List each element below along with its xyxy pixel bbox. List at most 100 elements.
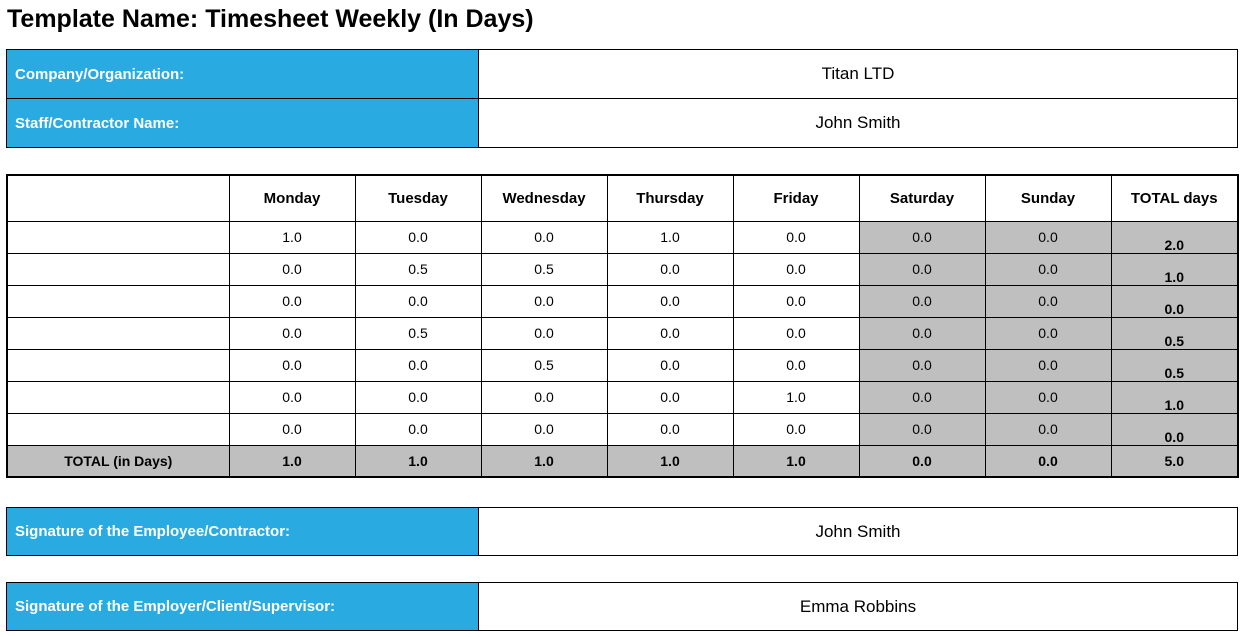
day-cell[interactable]: 0.0	[858, 348, 986, 382]
day-cell[interactable]: 0.0	[984, 348, 1112, 382]
day-cell[interactable]: 0.0	[228, 252, 356, 286]
day-cell[interactable]: 0.0	[732, 220, 860, 254]
day-cell[interactable]: 0.0	[984, 412, 1112, 446]
task-row: Task6 0.0 0.0 0.0 0.0 1.0 0.0 0.0 1.0	[6, 380, 1239, 414]
company-row: Company/Organization: Titan LTD	[6, 49, 1238, 99]
day-cell[interactable]: 0.0	[984, 380, 1112, 414]
company-info-table: Company/Organization: Titan LTD Staff/Co…	[6, 49, 1238, 148]
day-cell[interactable]: 0.0	[984, 252, 1112, 286]
day-cell[interactable]: 0.0	[354, 348, 482, 382]
task-label: Task7	[6, 412, 230, 446]
day-cell[interactable]: 0.0	[858, 316, 986, 350]
company-organization-value[interactable]: Titan LTD	[478, 49, 1238, 99]
task-label: Task2	[6, 252, 230, 286]
day-cell[interactable]: 1.0	[228, 220, 356, 254]
day-header-thursday: Thursday	[606, 174, 734, 222]
day-header-wednesday: Wednesday	[480, 174, 608, 222]
day-cell[interactable]: 0.5	[480, 252, 608, 286]
row-total-cell: 0.0	[1110, 412, 1239, 446]
day-cell[interactable]: 0.0	[606, 412, 734, 446]
employer-signature-table: Signature of the Employer/Client/Supervi…	[6, 582, 1238, 631]
day-cell[interactable]: 1.0	[606, 220, 734, 254]
grand-total-cell: 5.0	[1110, 444, 1239, 478]
day-cell[interactable]: 0.0	[732, 316, 860, 350]
day-cell[interactable]: 0.0	[228, 284, 356, 318]
total-day-cell: 1.0	[354, 444, 482, 478]
total-day-cell: 0.0	[984, 444, 1112, 478]
row-total-cell: 2.0	[1110, 220, 1239, 254]
header-row: Timesheet Task / Project Monday Tuesday …	[6, 174, 1239, 222]
day-cell[interactable]: 0.0	[354, 284, 482, 318]
task-label: Task3	[6, 284, 230, 318]
day-cell[interactable]: 0.5	[354, 252, 482, 286]
task-row: Task1 1.0 0.0 0.0 1.0 0.0 0.0 0.0 2.0	[6, 220, 1239, 254]
day-header-saturday: Saturday	[858, 174, 986, 222]
total-day-cell: 1.0	[228, 444, 356, 478]
company-organization-label: Company/Organization:	[6, 49, 479, 99]
task-row: Task2 0.0 0.5 0.5 0.0 0.0 0.0 0.0 1.0	[6, 252, 1239, 286]
task-label: Task5	[6, 348, 230, 382]
day-header-friday: Friday	[732, 174, 860, 222]
day-cell[interactable]: 0.0	[480, 284, 608, 318]
day-cell[interactable]: 0.0	[228, 412, 356, 446]
total-day-cell: 1.0	[732, 444, 860, 478]
timesheet-table: Timesheet Task / Project Monday Tuesday …	[6, 174, 1239, 478]
task-row: Task5 0.0 0.0 0.5 0.0 0.0 0.0 0.0 0.5	[6, 348, 1239, 382]
task-row: Task7 0.0 0.0 0.0 0.0 0.0 0.0 0.0 0.0	[6, 412, 1239, 446]
day-cell[interactable]: 0.0	[858, 412, 986, 446]
day-cell[interactable]: 0.0	[228, 348, 356, 382]
employee-signature-label: Signature of the Employee/Contractor:	[6, 507, 479, 556]
day-cell[interactable]: 0.0	[984, 284, 1112, 318]
day-cell[interactable]: 0.0	[606, 380, 734, 414]
day-cell[interactable]: 0.0	[732, 412, 860, 446]
day-cell[interactable]: 0.0	[606, 252, 734, 286]
day-cell[interactable]: 1.0	[732, 380, 860, 414]
day-cell[interactable]: 0.0	[858, 380, 986, 414]
row-total-cell: 1.0	[1110, 380, 1239, 414]
day-cell[interactable]: 0.0	[732, 284, 860, 318]
employee-signature-value[interactable]: John Smith	[478, 507, 1238, 556]
row-total-cell: 0.0	[1110, 284, 1239, 318]
total-day-cell: 1.0	[606, 444, 734, 478]
staff-row: Staff/Contractor Name: John Smith	[6, 98, 1238, 148]
day-cell[interactable]: 0.0	[606, 348, 734, 382]
day-cell[interactable]: 0.5	[480, 348, 608, 382]
day-cell[interactable]: 0.0	[606, 316, 734, 350]
day-cell[interactable]: 0.0	[480, 316, 608, 350]
day-cell[interactable]: 0.0	[858, 252, 986, 286]
day-cell[interactable]: 0.0	[858, 284, 986, 318]
day-cell[interactable]: 0.0	[228, 380, 356, 414]
day-cell[interactable]: 0.0	[354, 412, 482, 446]
day-cell[interactable]: 0.0	[732, 252, 860, 286]
day-cell[interactable]: 0.0	[858, 220, 986, 254]
day-header-tuesday: Tuesday	[354, 174, 482, 222]
staff-contractor-name-label: Staff/Contractor Name:	[6, 98, 479, 148]
employer-signature-value[interactable]: Emma Robbins	[478, 582, 1238, 631]
total-day-cell: 0.0	[858, 444, 986, 478]
day-cell[interactable]: 0.0	[354, 220, 482, 254]
task-label: Task1	[6, 220, 230, 254]
day-cell[interactable]: 0.0	[228, 316, 356, 350]
staff-contractor-name-value[interactable]: John Smith	[478, 98, 1238, 148]
task-row: Task4 0.0 0.5 0.0 0.0 0.0 0.0 0.0 0.5	[6, 316, 1239, 350]
day-cell[interactable]: 0.0	[480, 220, 608, 254]
employee-signature-row: Signature of the Employee/Contractor: Jo…	[6, 507, 1238, 556]
day-cell[interactable]: 0.0	[480, 412, 608, 446]
total-row: TOTAL (in Days) 1.0 1.0 1.0 1.0 1.0 0.0 …	[6, 444, 1239, 478]
day-cell[interactable]: 0.0	[606, 284, 734, 318]
row-total-cell: 1.0	[1110, 252, 1239, 286]
day-cell[interactable]: 0.0	[984, 316, 1112, 350]
employer-signature-row: Signature of the Employer/Client/Supervi…	[6, 582, 1238, 631]
task-row: Task3 0.0 0.0 0.0 0.0 0.0 0.0 0.0 0.0	[6, 284, 1239, 318]
employer-signature-label: Signature of the Employer/Client/Supervi…	[6, 582, 479, 631]
day-cell[interactable]: 0.0	[354, 380, 482, 414]
task-project-header: Timesheet Task / Project	[6, 174, 230, 222]
employee-signature-table: Signature of the Employee/Contractor: Jo…	[6, 507, 1238, 556]
day-cell[interactable]: 0.0	[984, 220, 1112, 254]
day-cell[interactable]: 0.5	[354, 316, 482, 350]
row-total-cell: 0.5	[1110, 348, 1239, 382]
day-cell[interactable]: 0.0	[480, 380, 608, 414]
total-row-label: TOTAL (in Days)	[6, 444, 230, 478]
day-cell[interactable]: 0.0	[732, 348, 860, 382]
